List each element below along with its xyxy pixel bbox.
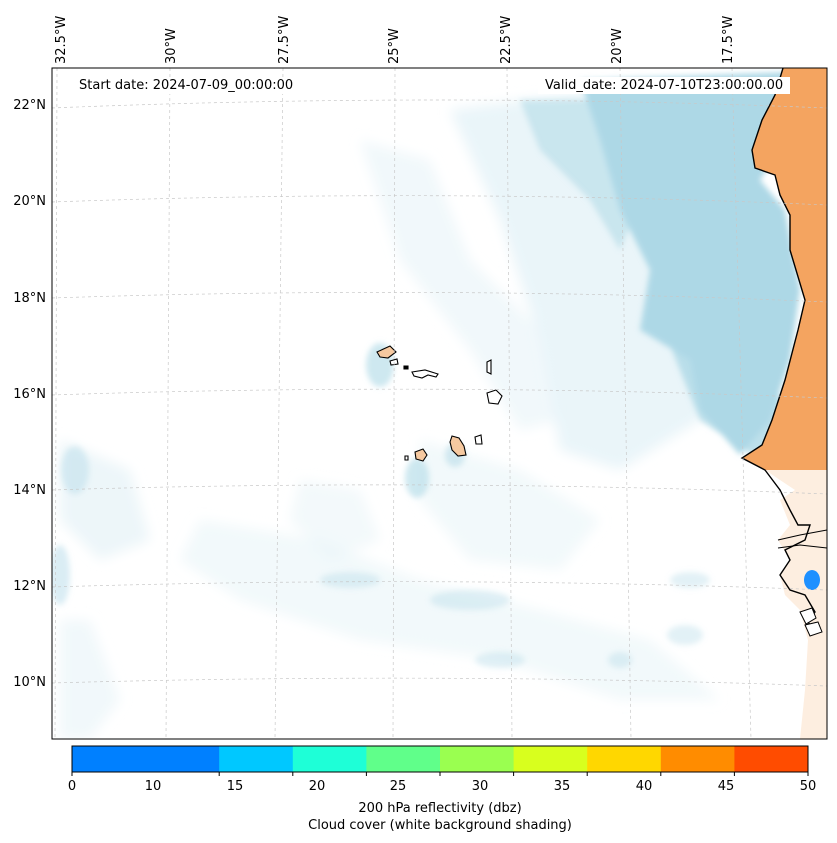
lon-label-27-5w: 27.5°W: [277, 15, 292, 64]
lon-label-17-5w: 17.5°W: [721, 15, 736, 64]
colorbar-tick: 20: [308, 779, 326, 794]
colorbar-swatch: [587, 746, 662, 772]
lat-label-20n: 20°N: [13, 194, 46, 209]
colorbar: [71, 745, 809, 776]
colorbar-tick: 40: [635, 779, 653, 794]
island-santo-antao: [376, 345, 397, 359]
colorbar-swatch: [292, 746, 367, 772]
graticule: [52, 68, 827, 739]
colorbar-swatch: [366, 746, 441, 772]
colorbar-swatch: [734, 746, 809, 772]
gambia-river: [777, 529, 827, 549]
start-date-label: Start date: 2024-07-09_00:00:00: [72, 77, 301, 94]
island-maio: [474, 434, 483, 445]
map-border: [51, 67, 828, 740]
island-santa-luzia: [403, 365, 409, 370]
lon-label-20w: 20°W: [610, 28, 625, 64]
island-sal: [486, 359, 492, 375]
lat-label-10n: 10°N: [13, 675, 46, 690]
colorbar-tick: 45: [717, 779, 735, 794]
cloud-cover-thick: [52, 72, 800, 668]
colorbar-tick: 0: [67, 779, 77, 794]
lat-label-22n: 22°N: [13, 98, 46, 113]
land-north: [742, 68, 827, 470]
bissau-islands: [799, 607, 823, 637]
lat-label-12n: 12°N: [13, 579, 46, 594]
colorbar-swatch: [72, 746, 147, 772]
colorbar-swatch: [219, 746, 294, 772]
colorbar-swatch: [660, 746, 735, 772]
colorbar-tick: 50: [799, 779, 817, 794]
colorbar-tick: 10: [144, 779, 162, 794]
colorbar-sublabel: Cloud cover (white background shading): [308, 818, 572, 833]
colorbar-label: 200 hPa reflectivity (dbz): [358, 801, 522, 816]
lon-label-22-5w: 22.5°W: [499, 15, 514, 64]
lat-label-14n: 14°N: [13, 483, 46, 498]
island-boa-vista: [486, 389, 503, 405]
colorbar-tick: 30: [471, 779, 489, 794]
island-santiago: [449, 435, 467, 457]
colorbar-tick: 25: [389, 779, 407, 794]
colorbar-swatch: [145, 746, 220, 772]
colorbar-tick: 15: [226, 779, 244, 794]
lon-label-32-5w: 32.5°W: [54, 15, 69, 64]
africa-coast: [740, 68, 827, 739]
reflectivity-cell: [804, 570, 820, 590]
lon-label-30w: 30°W: [164, 28, 179, 64]
island-fogo: [414, 448, 428, 462]
valid-date-label: Valid_date: 2024-07-10T23:00:00.00: [538, 77, 791, 94]
colorbar-tick: 35: [553, 779, 571, 794]
colorbar-swatch: [513, 746, 588, 772]
island-brava: [404, 455, 409, 461]
lat-label-16n: 16°N: [13, 387, 46, 402]
lat-label-18n: 18°N: [13, 291, 46, 306]
land-south: [765, 470, 827, 739]
island-sao-nicolau: [411, 369, 439, 379]
lon-label-25w: 25°W: [387, 28, 402, 64]
colorbar-swatch: [440, 746, 515, 772]
coastline: [740, 68, 816, 633]
cape-verde-islands: [376, 345, 503, 462]
